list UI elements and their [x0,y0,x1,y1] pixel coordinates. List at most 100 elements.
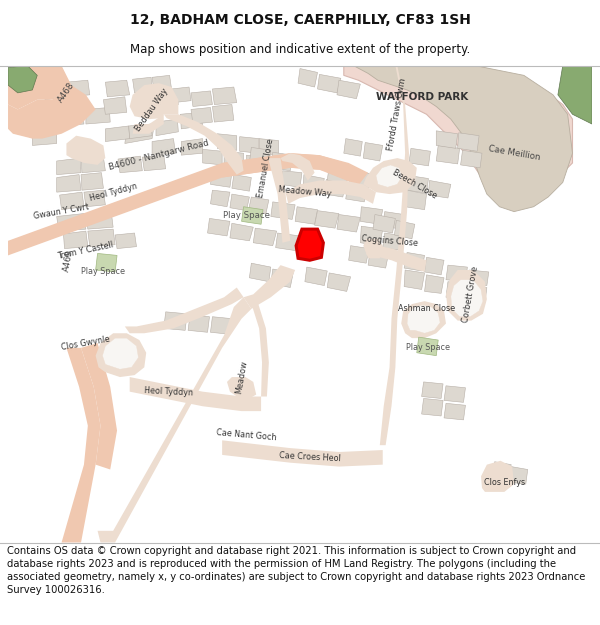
Polygon shape [130,377,261,411]
Polygon shape [281,171,302,187]
Text: Ashman Close: Ashman Close [398,304,455,313]
Polygon shape [409,148,430,166]
Polygon shape [152,139,175,155]
Polygon shape [8,104,37,139]
Polygon shape [172,87,191,103]
Text: Ffordd Traws Cwm: Ffordd Traws Cwm [386,78,408,151]
Polygon shape [317,74,341,93]
Text: Coggins Close: Coggins Close [361,234,418,248]
Polygon shape [281,153,314,181]
Polygon shape [271,269,293,288]
Polygon shape [407,176,428,193]
Text: A469: A469 [62,249,75,272]
Polygon shape [106,80,130,97]
Polygon shape [394,221,415,239]
Polygon shape [56,174,81,192]
Polygon shape [8,66,56,109]
Text: Beech Close: Beech Close [391,168,439,201]
Text: WATFORD PARK: WATFORD PARK [376,92,468,102]
Polygon shape [133,78,152,93]
Polygon shape [239,137,259,153]
Polygon shape [303,174,325,192]
Polygon shape [417,337,438,356]
Text: Emanuel Close: Emanuel Close [256,138,275,198]
Polygon shape [275,233,300,251]
Polygon shape [203,149,222,165]
Polygon shape [363,142,383,161]
Polygon shape [444,403,466,420]
Polygon shape [297,238,322,256]
Polygon shape [211,171,232,187]
Text: Clos Gwynle: Clos Gwynle [61,334,111,352]
Polygon shape [446,282,467,299]
Polygon shape [222,440,383,467]
Polygon shape [451,280,483,317]
Polygon shape [446,270,487,321]
Polygon shape [125,288,244,333]
Text: Cae Croes Heol: Cae Croes Heol [278,451,341,463]
Polygon shape [493,462,511,479]
Polygon shape [212,104,234,122]
Text: Heol Tyddyn: Heol Tyddyn [144,386,193,398]
Polygon shape [98,298,251,542]
Text: Corbett Grove: Corbett Grove [461,266,480,323]
Text: Play Space: Play Space [82,268,125,276]
Text: Heol Tyddyn: Heol Tyddyn [88,181,138,203]
Polygon shape [298,69,317,87]
Polygon shape [363,158,417,194]
Polygon shape [180,112,203,129]
Polygon shape [296,229,323,260]
Polygon shape [103,97,127,114]
Polygon shape [467,286,487,303]
Polygon shape [295,207,317,224]
Polygon shape [222,153,368,186]
Polygon shape [337,214,361,232]
Polygon shape [248,197,269,214]
Polygon shape [376,165,402,188]
Text: Gwaun Y Cwrt: Gwaun Y Cwrt [33,202,90,221]
Text: Play Space: Play Space [223,211,270,220]
Polygon shape [18,85,95,139]
Polygon shape [157,90,178,106]
Polygon shape [327,273,350,291]
Polygon shape [373,214,395,233]
Polygon shape [366,246,427,272]
Polygon shape [211,317,232,334]
Polygon shape [269,158,290,242]
Polygon shape [349,246,369,263]
Polygon shape [346,184,368,202]
Polygon shape [156,119,178,136]
Polygon shape [407,305,440,333]
Polygon shape [481,461,514,492]
Polygon shape [405,190,427,209]
Polygon shape [558,66,592,124]
Polygon shape [314,211,339,228]
Polygon shape [380,66,409,445]
Text: A468: A468 [56,81,77,104]
Polygon shape [64,231,88,249]
Polygon shape [344,139,362,156]
Polygon shape [363,239,383,258]
Polygon shape [325,179,346,197]
Polygon shape [361,207,383,224]
Polygon shape [95,333,146,377]
Polygon shape [467,270,489,286]
Polygon shape [59,192,84,209]
Polygon shape [56,214,86,231]
Polygon shape [81,343,117,469]
Polygon shape [436,131,458,148]
Polygon shape [217,134,237,150]
Polygon shape [305,267,327,286]
Polygon shape [368,251,389,268]
Polygon shape [250,263,271,282]
Polygon shape [244,298,269,396]
Polygon shape [271,152,292,171]
Polygon shape [32,118,56,134]
Polygon shape [227,377,256,399]
Polygon shape [458,132,479,151]
Polygon shape [84,190,106,207]
Polygon shape [259,139,278,155]
Polygon shape [401,301,446,338]
Polygon shape [244,265,295,309]
Polygon shape [337,80,361,99]
